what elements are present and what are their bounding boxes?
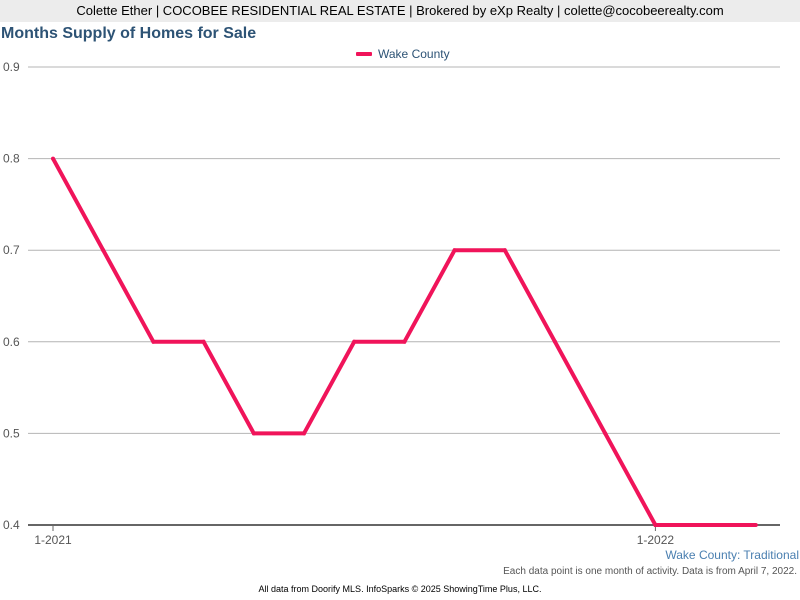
data-point[interactable] — [502, 248, 507, 253]
data-point[interactable] — [251, 431, 256, 436]
y-tick-label: 0.8 — [3, 152, 20, 166]
data-point[interactable] — [302, 431, 306, 436]
legend-swatch — [356, 52, 372, 56]
y-tick-label: 0.6 — [3, 335, 20, 349]
y-tick-label: 0.5 — [3, 426, 20, 440]
data-point[interactable] — [101, 248, 106, 253]
data-point[interactable] — [201, 339, 206, 344]
x-tick-label: 1-2022 — [637, 533, 675, 547]
gridlines — [28, 66, 780, 434]
data-point[interactable] — [703, 523, 708, 527]
source-footer: All data from Doorify MLS. InfoSparks © … — [258, 584, 542, 594]
chart-title: Months Supply of Homes for Sale — [1, 25, 257, 42]
data-point[interactable] — [402, 339, 407, 344]
axes: 0.4 0.5 0.6 0.7 0.8 0.9 1-2021 1-2022 — [3, 60, 780, 547]
data-point[interactable] — [151, 339, 156, 344]
data-point[interactable] — [452, 248, 457, 253]
agent-banner: Colette Ether | COCOBEE RESIDENTIAL REAL… — [0, 0, 800, 22]
data-point[interactable] — [653, 523, 658, 527]
series-caption: Wake County: Traditional — [665, 548, 799, 562]
y-tick-label: 0.4 — [3, 518, 20, 532]
data-point[interactable] — [51, 156, 55, 161]
y-tick-label: 0.7 — [3, 243, 20, 257]
legend-label: Wake County — [378, 47, 450, 61]
chart-legend[interactable]: Wake County — [356, 46, 450, 62]
data-footnote: Each data point is one month of activity… — [503, 566, 797, 577]
series-layer[interactable] — [51, 156, 758, 527]
data-point[interactable] — [753, 523, 758, 527]
x-tick-label: 1-2021 — [34, 533, 72, 547]
y-tick-label: 0.9 — [3, 60, 20, 74]
data-point[interactable] — [603, 431, 608, 436]
data-point[interactable] — [553, 339, 557, 344]
data-point[interactable] — [352, 339, 357, 344]
